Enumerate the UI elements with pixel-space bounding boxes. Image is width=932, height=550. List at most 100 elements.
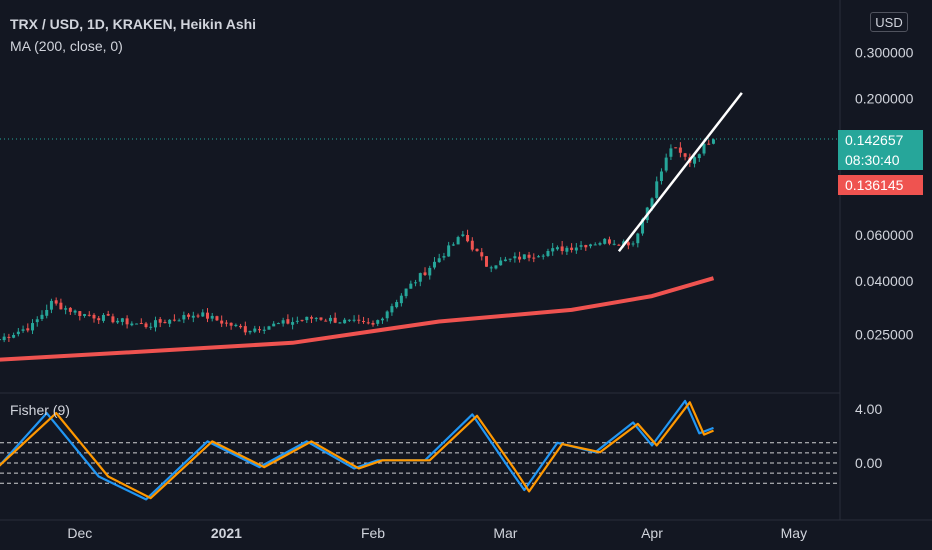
candle-body — [319, 317, 323, 320]
candle-body — [324, 320, 328, 322]
candle-body — [513, 256, 517, 259]
candle-down — [172, 314, 176, 322]
candle-up — [598, 241, 602, 246]
candle-down — [324, 318, 328, 322]
candle-body — [423, 272, 427, 275]
currency-badge[interactable]: USD — [870, 12, 908, 32]
candle-down — [196, 313, 200, 319]
candle-up — [461, 230, 465, 238]
candle-up — [451, 242, 455, 246]
candle-body — [92, 314, 96, 319]
candle-body — [555, 247, 559, 250]
candle-down — [220, 315, 224, 328]
candle-body — [480, 252, 484, 257]
candle-up — [631, 241, 635, 247]
candle-body — [338, 322, 342, 324]
candle-up — [565, 245, 569, 255]
candle-up — [40, 310, 44, 322]
candle-body — [541, 255, 545, 257]
time-axis-label: May — [781, 525, 807, 541]
candle-up — [522, 254, 526, 260]
candle-body — [371, 322, 375, 325]
candle-up — [153, 316, 157, 332]
candle-up — [64, 305, 68, 315]
candle-down — [139, 318, 143, 325]
fisher-legend[interactable]: Fisher (9) — [10, 402, 70, 418]
candle-body — [220, 320, 224, 324]
candle-body — [655, 181, 659, 198]
candle-up — [447, 241, 451, 257]
candle-body — [120, 318, 124, 322]
ma-legend[interactable]: MA (200, close, 0) — [10, 38, 123, 54]
candle-down — [125, 315, 129, 329]
candle-up — [442, 252, 446, 261]
candle-up — [262, 326, 266, 334]
candle-body — [385, 311, 389, 319]
candle-up — [49, 298, 53, 314]
candle-down — [584, 244, 588, 251]
candle-up — [697, 153, 701, 162]
candle-up — [555, 245, 559, 251]
candle-up — [508, 258, 512, 263]
candle-body — [589, 244, 593, 247]
candle-body — [466, 234, 470, 242]
candle-down — [205, 308, 209, 323]
candle-body — [641, 219, 645, 234]
price-tick-label: 0.500000 — [855, 0, 914, 2]
candle-body — [631, 243, 635, 245]
candle-body — [603, 238, 607, 244]
ma-price-tag: 0.136145 — [838, 175, 923, 195]
candle-body — [153, 320, 157, 328]
candle-up — [101, 313, 105, 323]
candle-up — [537, 254, 541, 258]
candle-body — [106, 314, 110, 316]
candle-body — [314, 317, 318, 319]
candle-body — [149, 326, 153, 328]
fisher-tick-label: 4.00 — [855, 401, 882, 417]
candle-body — [664, 157, 668, 171]
candle-down — [243, 321, 247, 336]
candle-down — [484, 256, 488, 267]
candle-body — [537, 256, 541, 258]
candle-body — [333, 317, 337, 323]
candle-down — [258, 326, 262, 333]
candle-body — [612, 243, 616, 245]
candle-body — [551, 248, 555, 252]
candle-body — [522, 254, 526, 260]
candle-up — [711, 138, 715, 145]
candle-up — [130, 321, 134, 327]
candle-up — [328, 315, 332, 324]
candle-up — [390, 303, 394, 316]
candle-up — [210, 312, 214, 322]
candle-body — [607, 239, 611, 244]
symbol-title[interactable]: TRX / USD, 1D, KRAKEN, Heikin Ashi — [10, 16, 257, 32]
candle-body — [73, 310, 77, 313]
candle-down — [239, 323, 243, 329]
candle-up — [73, 309, 77, 316]
candle-body — [243, 326, 247, 333]
candle-body — [409, 283, 413, 289]
candle-body — [579, 245, 583, 247]
time-axis-label: Dec — [67, 525, 92, 541]
candle-body — [390, 306, 394, 313]
candle-up — [664, 153, 668, 173]
candle-up — [314, 317, 318, 322]
candle-down — [480, 248, 484, 261]
candle-up — [16, 328, 20, 337]
candle-body — [101, 314, 105, 321]
candle-down — [366, 318, 370, 325]
candle-up — [499, 257, 503, 266]
candle-body — [565, 247, 569, 252]
candle-body — [546, 250, 550, 256]
candle-body — [362, 321, 366, 323]
candle-up — [541, 253, 545, 260]
candle-body — [7, 336, 11, 338]
candle-up — [120, 317, 124, 326]
candle-down — [7, 333, 11, 342]
candle-body — [707, 143, 711, 145]
candle-body — [404, 288, 408, 297]
candle-body — [172, 319, 176, 321]
candle-body — [125, 318, 129, 325]
candle-up — [409, 280, 413, 289]
